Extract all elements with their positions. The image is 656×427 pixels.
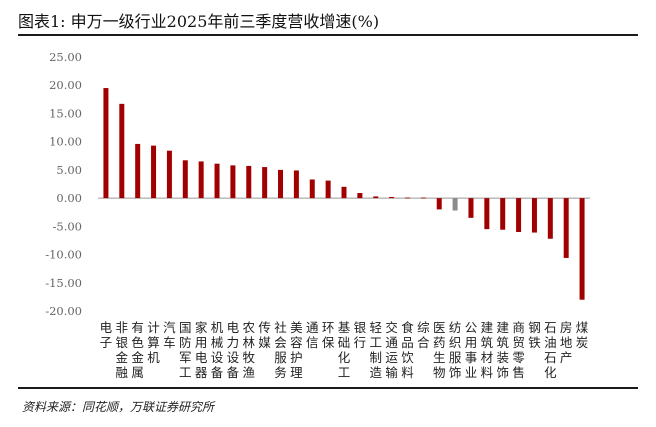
bar xyxy=(119,103,125,199)
y-tick-label: 10.00 xyxy=(49,135,82,149)
bar xyxy=(404,197,410,199)
category-label: 房地产 xyxy=(560,320,573,365)
title-rule xyxy=(18,34,638,36)
bar xyxy=(278,169,284,199)
category-label: 社会服务 xyxy=(274,320,287,380)
category-label: 纺织服饰 xyxy=(449,320,462,380)
source-rule xyxy=(18,387,638,389)
category-label: 医药生物 xyxy=(433,320,446,380)
category-label: 机械设备 xyxy=(211,320,224,380)
y-tick-label: 20.00 xyxy=(49,78,82,92)
category-label: 建筑装饰 xyxy=(496,320,509,380)
bar xyxy=(531,198,537,233)
bar xyxy=(309,179,315,199)
y-tick-label: -15.00 xyxy=(45,276,82,290)
bar xyxy=(484,198,490,230)
bar xyxy=(547,198,553,239)
category-label: 通信 xyxy=(306,320,319,350)
category-label: 公用事业 xyxy=(465,320,478,380)
y-tick-label: -10.00 xyxy=(45,248,82,262)
category-label: 食品饮料 xyxy=(401,320,414,380)
bar xyxy=(468,198,474,218)
category-label: 计算机 xyxy=(147,320,160,365)
bar xyxy=(500,198,506,230)
y-tick-label: -5.00 xyxy=(53,219,83,233)
bar xyxy=(579,198,585,300)
category-label: 交通运输 xyxy=(385,320,398,380)
category-label: 煤炭 xyxy=(576,320,589,350)
category-label: 环保 xyxy=(322,320,335,350)
y-tick-label: 5.00 xyxy=(56,163,82,177)
category-label: 钢铁 xyxy=(528,320,541,350)
category-label: 基础化工 xyxy=(338,320,351,380)
category-label: 银行 xyxy=(354,320,367,350)
category-label: 建筑材料 xyxy=(481,320,494,380)
bar xyxy=(103,88,109,199)
category-label: 传媒 xyxy=(258,320,271,350)
bar xyxy=(198,161,204,199)
bar xyxy=(325,180,331,199)
category-label: 石油石化 xyxy=(544,320,557,380)
bar xyxy=(293,170,299,199)
figure-title: 图表1: 申万一级行业2025年前三季度营收增速(%) xyxy=(18,12,380,31)
bar xyxy=(135,143,141,199)
bar xyxy=(341,186,347,199)
category-label: 电子 xyxy=(100,320,113,350)
bar xyxy=(230,165,236,199)
bar xyxy=(373,196,379,199)
category-label: 国防军工 xyxy=(179,320,192,380)
source-note: 资料来源：同花顺，万联证券研究所 xyxy=(22,400,215,414)
category-label: 汽车 xyxy=(163,320,176,350)
category-label: 有色金属 xyxy=(131,320,144,380)
category-label: 家用电器 xyxy=(195,320,208,380)
category-label: 轻工制造 xyxy=(369,320,382,380)
bar xyxy=(166,150,172,199)
category-label: 电力设备 xyxy=(227,320,240,380)
bar xyxy=(516,198,522,232)
bar xyxy=(262,167,268,199)
bar xyxy=(420,197,426,199)
y-tick-label: -20.00 xyxy=(45,304,82,318)
category-label: 综合 xyxy=(417,320,430,350)
category-label: 农林牧渔 xyxy=(243,320,256,380)
bar xyxy=(151,145,157,199)
bar xyxy=(182,160,188,199)
bar xyxy=(436,198,442,210)
bar xyxy=(563,198,569,258)
bar xyxy=(357,193,363,199)
bar xyxy=(452,198,458,211)
y-tick-label: 25.00 xyxy=(49,50,82,64)
category-label: 非银金融 xyxy=(116,320,129,380)
category-label: 美容护理 xyxy=(290,320,303,380)
bar xyxy=(214,163,220,199)
y-tick-label: 0.00 xyxy=(56,191,82,205)
category-label: 商贸零售 xyxy=(512,320,525,380)
y-tick-label: 15.00 xyxy=(49,106,82,120)
bar xyxy=(246,165,252,199)
bar xyxy=(389,196,395,199)
